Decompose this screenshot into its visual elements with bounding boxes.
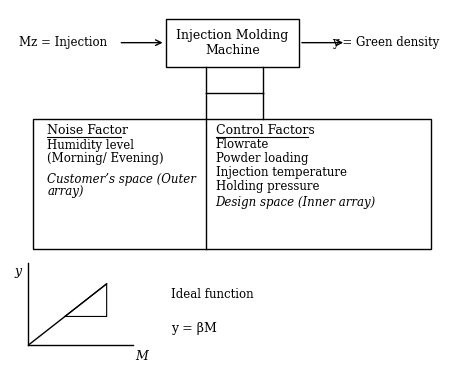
Text: Customer’s space (Outer: Customer’s space (Outer	[47, 173, 196, 187]
Text: Noise Factor: Noise Factor	[47, 124, 128, 137]
Text: Holding pressure: Holding pressure	[216, 180, 319, 194]
Text: Flowrate: Flowrate	[216, 138, 269, 151]
Text: Injection Molding
Machine: Injection Molding Machine	[176, 29, 289, 57]
Text: y: y	[14, 265, 22, 278]
Text: y = βM: y = βM	[171, 322, 217, 335]
Text: array): array)	[47, 185, 84, 198]
FancyBboxPatch shape	[33, 119, 431, 249]
Text: y = Green density: y = Green density	[332, 36, 439, 49]
Text: Mz = Injection: Mz = Injection	[19, 36, 107, 49]
Text: Injection temperature: Injection temperature	[216, 166, 346, 180]
Text: M: M	[135, 350, 147, 363]
Text: Powder loading: Powder loading	[216, 152, 308, 165]
Text: Humidity level: Humidity level	[47, 139, 135, 152]
Text: Control Factors: Control Factors	[216, 124, 314, 137]
Text: Design space (Inner array): Design space (Inner array)	[216, 196, 376, 210]
FancyBboxPatch shape	[166, 19, 299, 67]
Text: (Morning/ Evening): (Morning/ Evening)	[47, 152, 164, 165]
Text: Ideal function: Ideal function	[171, 288, 253, 302]
